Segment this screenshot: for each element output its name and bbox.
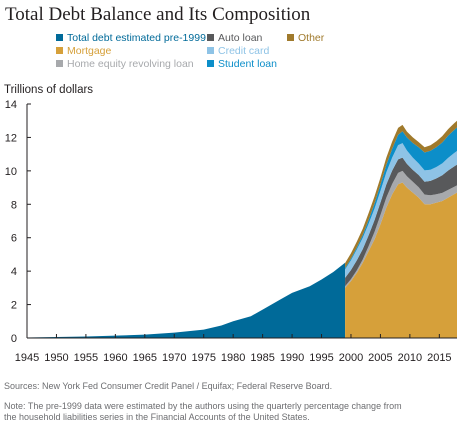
x-tick-label: 2000 bbox=[339, 352, 363, 364]
x-tick-label: 1960 bbox=[103, 352, 127, 364]
legend-item-student-loan: Student loan bbox=[207, 58, 277, 70]
legend-item-pre1999: Total debt estimated pre-1999 bbox=[56, 32, 206, 44]
y-tick-label: 14 bbox=[5, 99, 17, 111]
chart-areas bbox=[27, 120, 457, 338]
legend-label-home-equity: Home equity revolving loan bbox=[67, 58, 194, 70]
legend-item-mortgage: Mortgage bbox=[56, 45, 111, 57]
x-tick-label: 1995 bbox=[309, 352, 333, 364]
area-home-equity-revolving-loan bbox=[345, 170, 457, 288]
legend-label-credit-card: Credit card bbox=[218, 45, 270, 57]
x-tick-label: 1965 bbox=[133, 352, 157, 364]
legend-swatch-home-equity bbox=[56, 60, 63, 67]
chart-title: Total Debt Balance and Its Composition bbox=[5, 4, 311, 25]
legend-label-other: Other bbox=[298, 32, 325, 44]
x-tick-label: 1970 bbox=[162, 352, 186, 364]
legend-label-pre1999: Total debt estimated pre-1999 bbox=[67, 32, 206, 44]
y-tick-label: 6 bbox=[11, 233, 17, 245]
chart-axes: 0 2 4 6 8 10 12 14 1945 1950 1955 1960 1965 1970 1975 1… bbox=[5, 99, 457, 364]
legend-item-auto-loan: Auto loan bbox=[207, 32, 262, 44]
x-tick-label: 1950 bbox=[44, 352, 68, 364]
x-tick-label: 1945 bbox=[15, 352, 39, 364]
legend-swatch-other bbox=[287, 34, 294, 41]
y-tick-label: 2 bbox=[11, 300, 17, 312]
area-student-loan bbox=[345, 127, 457, 270]
legend-swatch-credit-card bbox=[207, 47, 214, 54]
legend-item-credit-card: Credit card bbox=[207, 45, 269, 57]
legend-swatch-auto-loan bbox=[207, 34, 214, 41]
y-axis-label: Trillions of dollars bbox=[4, 84, 94, 96]
x-tick-label: 1985 bbox=[250, 352, 274, 364]
area-credit-card bbox=[345, 143, 457, 278]
legend-swatch-mortgage bbox=[56, 47, 63, 54]
area-total-debt-pre-1999 bbox=[27, 262, 346, 338]
data-note-line-1: Note: The pre-1999 data were estimated b… bbox=[4, 401, 402, 411]
x-tick-label: 2005 bbox=[368, 352, 392, 364]
area-mortgage bbox=[345, 182, 457, 338]
data-note-line-2: the household liabilities series in the … bbox=[4, 412, 310, 422]
y-tick-label: 12 bbox=[5, 132, 17, 144]
area-auto-loan bbox=[345, 157, 457, 287]
legend-label-student-loan: Student loan bbox=[218, 58, 277, 70]
legend-label-mortgage: Mortgage bbox=[67, 45, 112, 57]
x-tick-label: 1975 bbox=[191, 352, 215, 364]
legend-item-home-equity: Home equity revolving loan bbox=[56, 58, 194, 70]
legend-item-other: Other bbox=[287, 32, 324, 44]
sources-note: Sources: New York Fed Consumer Credit Pa… bbox=[4, 381, 333, 391]
x-tick-label: 2010 bbox=[398, 352, 422, 364]
y-tick-label: 0 bbox=[11, 333, 17, 345]
legend-swatch-student-loan bbox=[207, 60, 214, 67]
legend-label-auto-loan: Auto loan bbox=[218, 32, 263, 44]
x-tick-label: 1980 bbox=[221, 352, 245, 364]
x-tick-label: 1990 bbox=[280, 352, 304, 364]
y-tick-label: 8 bbox=[11, 199, 17, 211]
legend-swatch-pre1999 bbox=[56, 34, 63, 41]
x-tick-label: 2015 bbox=[427, 352, 451, 364]
y-tick-label: 10 bbox=[5, 166, 17, 178]
chart-legend: Total debt estimated pre-1999 Auto loan … bbox=[56, 32, 356, 72]
x-tick-label: 1955 bbox=[74, 352, 98, 364]
area-other bbox=[345, 120, 457, 269]
y-tick-label: 4 bbox=[11, 266, 17, 278]
